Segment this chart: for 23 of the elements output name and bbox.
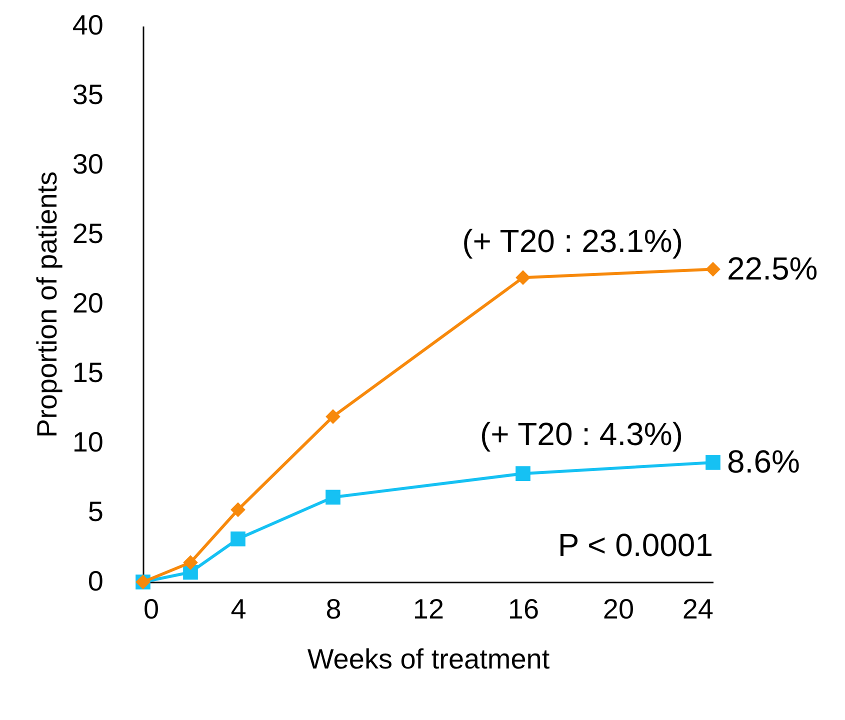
y-tick-label: 25 bbox=[72, 218, 104, 249]
data-label: 8.6% bbox=[727, 443, 800, 480]
x-axis-title: Weeks of treatment bbox=[307, 644, 550, 674]
x-tick-label: 12 bbox=[412, 594, 444, 624]
y-tick-label: 40 bbox=[72, 10, 104, 40]
y-tick-label: 0 bbox=[88, 566, 104, 596]
data-label: 22.5% bbox=[727, 250, 818, 286]
annotation: (+ T20 : 4.3%) bbox=[480, 416, 683, 452]
y-tick-label: 35 bbox=[72, 79, 104, 110]
x-tick-label: 0 bbox=[144, 594, 160, 624]
y-tick-label: 10 bbox=[72, 426, 104, 458]
y-tick-label: 30 bbox=[72, 148, 104, 180]
y-tick-label: 15 bbox=[72, 357, 104, 388]
x-tick-label: 20 bbox=[602, 594, 634, 624]
y-axis-title: Proportion of patients bbox=[31, 171, 62, 438]
annotation: (+ T20 : 23.1%) bbox=[462, 223, 683, 259]
x-tick-label: 8 bbox=[326, 594, 342, 624]
x-tick-label: 24 bbox=[682, 594, 714, 624]
y-tick-label: 20 bbox=[72, 288, 104, 318]
x-tick-label: 4 bbox=[230, 594, 246, 624]
x-tick-label: 16 bbox=[508, 594, 540, 624]
y-tick-label: 5 bbox=[88, 496, 104, 527]
annotation: P < 0.0001 bbox=[558, 527, 713, 563]
